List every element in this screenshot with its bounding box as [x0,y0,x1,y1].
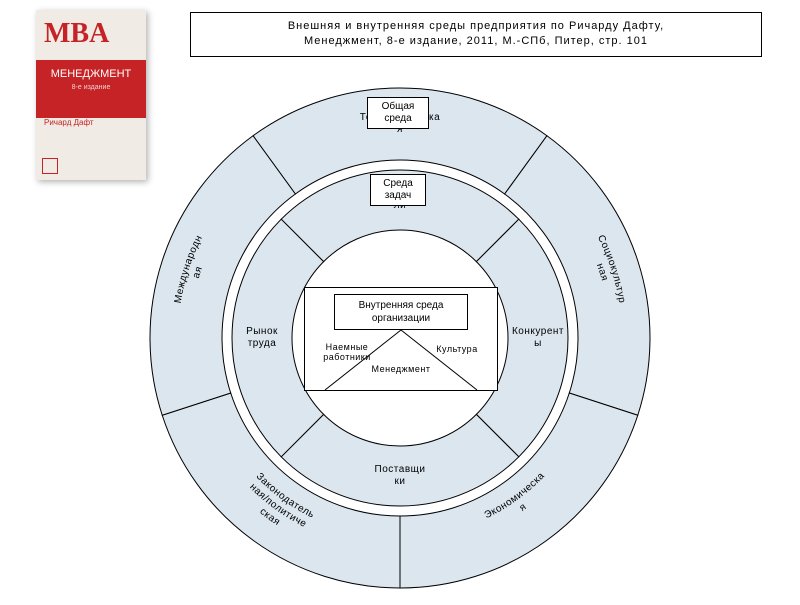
center-management: Менеджмент [371,364,431,374]
inner-segment [281,414,519,506]
book-mba: MBA [44,18,138,60]
center-culture: Культура [427,344,487,354]
title-box: Внешняя и внутренняя среды предприятия п… [190,12,762,57]
outer-ring-label: Общая среда [382,101,415,124]
center-employees: Наемные работники [311,342,383,362]
inner-ring-label: Среда задач [383,178,413,201]
inner-ring-label-box: Среда задач [370,174,426,206]
book-subtitle: МЕНЕДЖМЕНТ [51,68,132,80]
inner-segment-label: Рыноктруда [246,326,278,349]
title-line1: Внешняя и внутренняя среды предприятия п… [288,20,664,32]
outer-ring-label-box: Общая среда [367,97,429,129]
center-title-line2: организации [372,313,430,324]
book-author: Ричард Дафт [44,118,94,127]
title-line2: Менеджмент, 8-е издание, 2011, М.-СПб, П… [304,35,648,47]
book-logo-icon [42,158,58,174]
center-box: Внутренняя среда организации Наемные раб… [304,287,498,391]
center-title-line1: Внутренняя среда [359,300,444,311]
environment-diagram: ТехнологическаяСоциокультурнаяЭкономичес… [130,80,670,590]
center-title: Внутренняя среда организации [334,294,468,330]
